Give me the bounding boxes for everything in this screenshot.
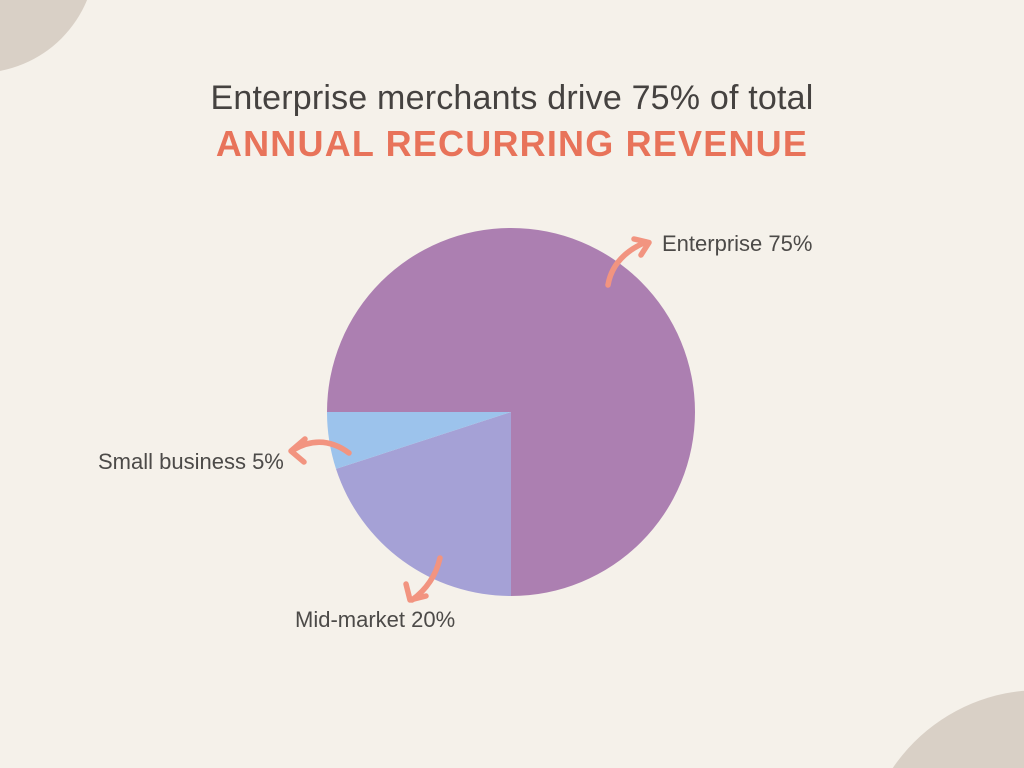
page-title: Enterprise merchants drive 75% of total bbox=[210, 79, 814, 117]
enterprise-arrow-icon bbox=[605, 236, 652, 288]
pie-slice-mid-market bbox=[336, 412, 511, 596]
mid-market-arrow-icon bbox=[403, 555, 443, 603]
pie-label-small-business: Small business 5% bbox=[98, 449, 284, 474]
headline-block: Enterprise merchants drive 75% of total … bbox=[0, 78, 1024, 164]
callout-arrows-group bbox=[288, 236, 652, 603]
pie-slice-small-business bbox=[327, 412, 511, 469]
pie-label-enterprise: Enterprise 75% bbox=[662, 231, 813, 256]
pie-label-mid-market: Mid-market 20% bbox=[295, 607, 456, 632]
page-subtitle: ANNUAL RECURRING REVENUE bbox=[215, 123, 809, 165]
pie-slices-group bbox=[327, 228, 695, 596]
small-business-arrow-icon bbox=[288, 436, 352, 465]
